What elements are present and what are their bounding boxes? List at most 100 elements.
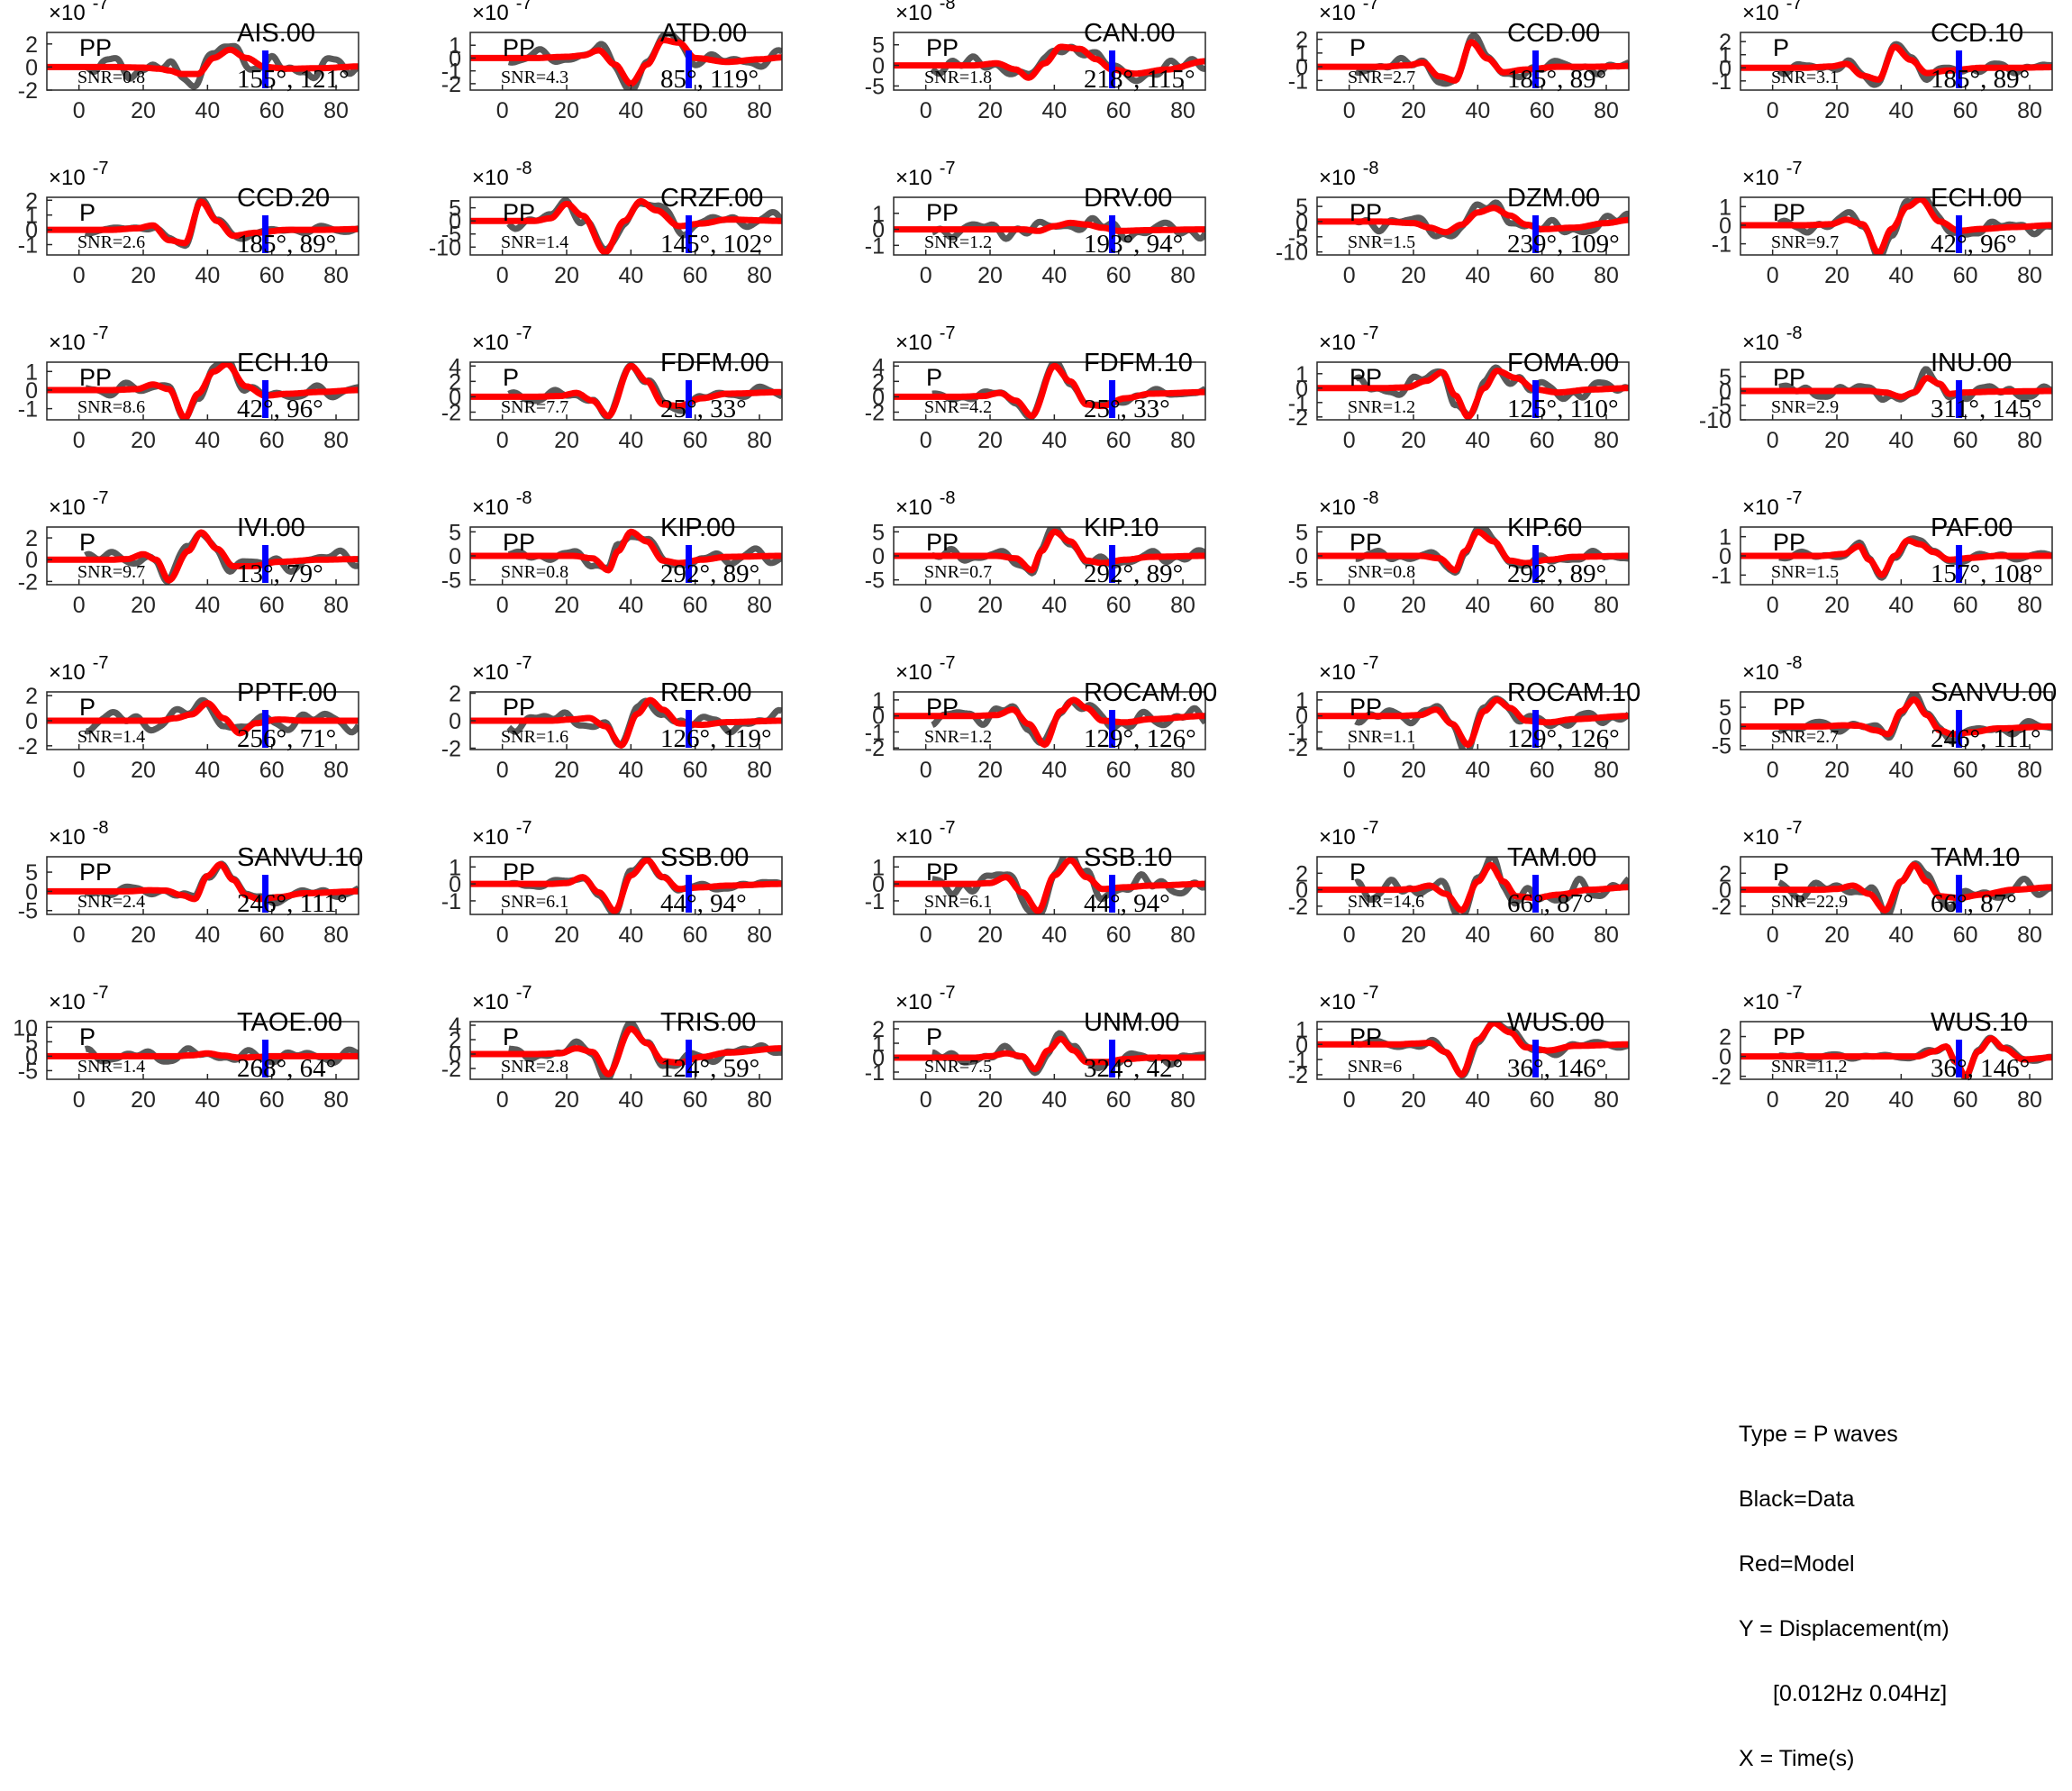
x-tick-label: 40 [1888, 263, 1913, 288]
model-trace [1317, 528, 1629, 574]
y-tick-label: 4 [449, 354, 461, 379]
model-trace [470, 696, 782, 749]
axes-box [469, 1021, 783, 1080]
x-tick-label: 20 [554, 1087, 579, 1113]
x-tick-label: 60 [259, 758, 285, 783]
azimuth-label: 44°, 94° [1084, 889, 1170, 918]
y-tick-label: -5 [1288, 225, 1308, 250]
y-tick-label: -5 [18, 899, 38, 924]
y-tick-label: 0 [872, 872, 885, 897]
snr-label: SNR=8.6 [77, 397, 145, 417]
azimuth-label: 324°, 42° [1084, 1054, 1183, 1083]
y-tick-label: -10 [1699, 408, 1731, 433]
model-trace [470, 37, 782, 87]
x-tick-label: 0 [496, 263, 509, 288]
x-tick-label: 80 [2017, 1087, 2042, 1113]
x-tick-label: 20 [1401, 923, 1426, 948]
x-tick-label: 80 [1594, 428, 1619, 453]
snr-label: SNR=9.7 [77, 562, 145, 582]
axes-box [46, 361, 359, 421]
x-tick-label: 60 [1530, 593, 1555, 618]
x-tick-label: 20 [1401, 98, 1426, 123]
x-tick-label: 60 [1106, 923, 1131, 948]
axes-box [469, 856, 783, 915]
station-label: CAN.00 [1084, 19, 1176, 48]
phase-label: PP [503, 529, 535, 556]
model-trace [1317, 1022, 1629, 1078]
axes-box [46, 526, 359, 586]
x-tick-label: 40 [618, 428, 643, 453]
azimuth-label: 193°, 94° [1084, 230, 1183, 259]
station-label: KIP.60 [1507, 514, 1582, 542]
phase-label: PP [926, 694, 959, 721]
x-tick-label: 80 [747, 758, 772, 783]
y-tick-label: -1 [1712, 563, 1731, 588]
x-tick-label: 20 [977, 98, 1003, 123]
azimuth-label: 66°, 87° [1507, 889, 1594, 918]
x-tick-label: 0 [920, 923, 932, 948]
phase-label: PP [926, 34, 959, 61]
y-tick-label: 0 [1719, 714, 1731, 740]
x-tick-label: 20 [977, 428, 1003, 453]
y-tick-label: 4 [449, 1014, 461, 1039]
x-tick-label: 60 [683, 263, 708, 288]
x-tick-label: 40 [1888, 923, 1913, 948]
x-tick-label: 60 [1530, 923, 1555, 948]
station-label: AIS.00 [237, 19, 315, 48]
y-tick-label: 2 [1295, 28, 1308, 53]
snr-label: SNR=1.2 [924, 232, 992, 252]
snr-label: SNR=2.4 [77, 892, 145, 912]
azimuth-label: 42°, 96° [237, 395, 323, 423]
x-tick-label: 20 [1401, 428, 1426, 453]
y-tick-label: 0 [872, 705, 885, 730]
axes-box [1740, 691, 2053, 750]
y-tick-label: 0 [872, 385, 885, 410]
x-tick-label: 60 [1953, 1087, 1978, 1113]
station-label: DZM.00 [1507, 184, 1600, 213]
y-tick-label: -1 [1288, 391, 1308, 416]
phase-label: PP [1350, 1023, 1382, 1050]
x-tick-label: 0 [920, 758, 932, 783]
x-tick-label: 80 [747, 923, 772, 948]
phase-label: PP [926, 529, 959, 556]
phase-label: P [1773, 859, 1789, 886]
x-tick-label: 40 [1465, 593, 1490, 618]
model-trace [1317, 368, 1629, 420]
data-trace [84, 362, 359, 420]
exponent-label: ×10 -7 [1742, 159, 1803, 190]
model-trace [894, 219, 1205, 234]
x-tick-label: 80 [323, 593, 349, 618]
x-tick-label: 60 [683, 593, 708, 618]
phase-label: PP [1773, 364, 1805, 391]
station-label: WUS.00 [1507, 1008, 1604, 1037]
exponent-label: ×10 -7 [1319, 983, 1379, 1014]
y-tick-label: 0 [449, 1042, 461, 1068]
azimuth-label: 157°, 108° [1931, 559, 2043, 588]
x-tick-label: 80 [1170, 593, 1195, 618]
y-tick-label: -2 [441, 1057, 461, 1082]
azimuth-label: 44°, 94° [660, 889, 747, 918]
snr-label: SNR=1.1 [1348, 727, 1415, 747]
y-tick-label: 0 [1295, 878, 1308, 904]
axes-box [893, 361, 1206, 421]
exponent-label: ×10 -7 [1319, 323, 1379, 355]
x-tick-label: 60 [683, 98, 708, 123]
station-label: ECH.10 [237, 349, 329, 377]
y-tick-label: 2 [1295, 861, 1308, 886]
x-tick-label: 40 [1465, 263, 1490, 288]
y-tick-label: 1 [1295, 1017, 1308, 1042]
model-trace [1740, 1035, 2052, 1079]
y-tick-label: -2 [1712, 895, 1731, 920]
snr-label: SNR=1.8 [924, 68, 992, 87]
exponent-label: ×10 -8 [1319, 159, 1379, 190]
axes-box [469, 32, 783, 91]
y-tick-label: -2 [1712, 1065, 1731, 1090]
x-tick-label: 60 [259, 593, 285, 618]
axes-box [469, 196, 783, 256]
phase-label: PP [79, 859, 112, 886]
